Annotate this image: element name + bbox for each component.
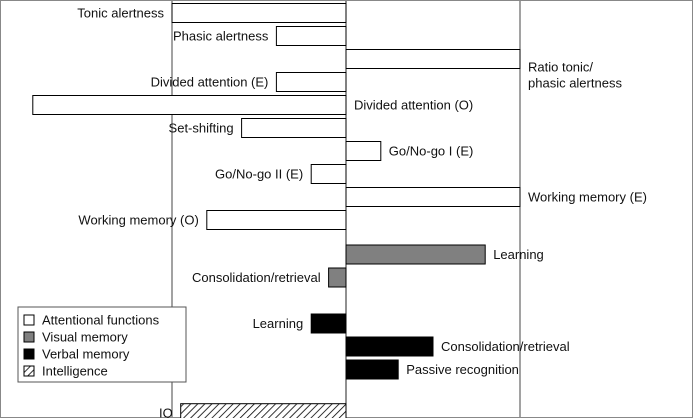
bar-label: Divided attention (E) [151, 75, 269, 90]
bar-label: Go/No-go II (E) [215, 167, 303, 182]
bar-verbal-memory-passive-recognition [345, 359, 399, 380]
bar-label: Learning [493, 247, 544, 262]
bar-attentional-functions-go-no-go-i-e [345, 141, 382, 161]
bar-label: Consolidation/retrieval [192, 270, 321, 285]
legend-swatch-visual-memory [23, 331, 35, 343]
legend-label-intelligence: Intelligence [42, 364, 108, 379]
bar-labels: Tonic alertness Phasic alertness Ratio ton… [77, 6, 647, 418]
legend-label-verbal-memory: Verbal memory [42, 347, 130, 362]
bar-attentional-functions-tonic-alertness [171, 3, 347, 23]
bar-attentional-functions-divided-attention-o [32, 95, 347, 115]
legend-swatch-verbal-memory [23, 348, 35, 360]
bar-verbal-memory-consolidation-retrieval [345, 336, 434, 357]
bar-label: Divided attention (O) [354, 98, 473, 113]
bar-label: Working memory (O) [78, 213, 198, 228]
bar-attentional-functions-phasic-alertness [275, 26, 347, 46]
bar-intelligence-iq [180, 403, 347, 418]
legend-box [17, 306, 187, 383]
bar-label: Phasic alertness [173, 29, 269, 44]
bar-attentional-functions-ratio-tonic-phasic-alertness [345, 49, 521, 69]
bar-label: Ratio tonic/phasic alertness [528, 60, 622, 91]
bar-attentional-functions-divided-attention-e [275, 72, 347, 92]
bar-series [32, 3, 521, 418]
legend-swatch-intelligence [23, 365, 35, 377]
bar-label: IQ [159, 406, 173, 418]
legend: Attentional functions Visual memory Verbal… [17, 306, 187, 383]
bar-attentional-functions-set-shifting [241, 118, 347, 138]
bar-label: Working memory (E) [528, 190, 647, 205]
legend-swatch-attentional-functions [23, 314, 35, 326]
legend-label-attentional-functions: Attentional functions [42, 313, 160, 328]
bar-label: Passive recognition [406, 362, 519, 377]
bar-visual-memory-learning [345, 244, 486, 265]
bar-attentional-functions-working-memory-e [345, 187, 521, 207]
bar-label: Tonic alertness [77, 6, 164, 21]
bar-label: Go/No-go I (E) [389, 144, 474, 159]
legend-label-visual-memory: Visual memory [42, 330, 128, 345]
bar-label: Learning [253, 316, 304, 331]
bar-label: Consolidation/retrieval [441, 339, 570, 354]
bar-label: Set-shifting [169, 121, 234, 136]
bar-attentional-functions-go-no-go-ii-e [310, 164, 347, 184]
bar-visual-memory-consolidation-retrieval [328, 267, 347, 288]
bar-attentional-functions-working-memory-o [206, 210, 347, 230]
bar-verbal-memory-learning [310, 313, 347, 334]
